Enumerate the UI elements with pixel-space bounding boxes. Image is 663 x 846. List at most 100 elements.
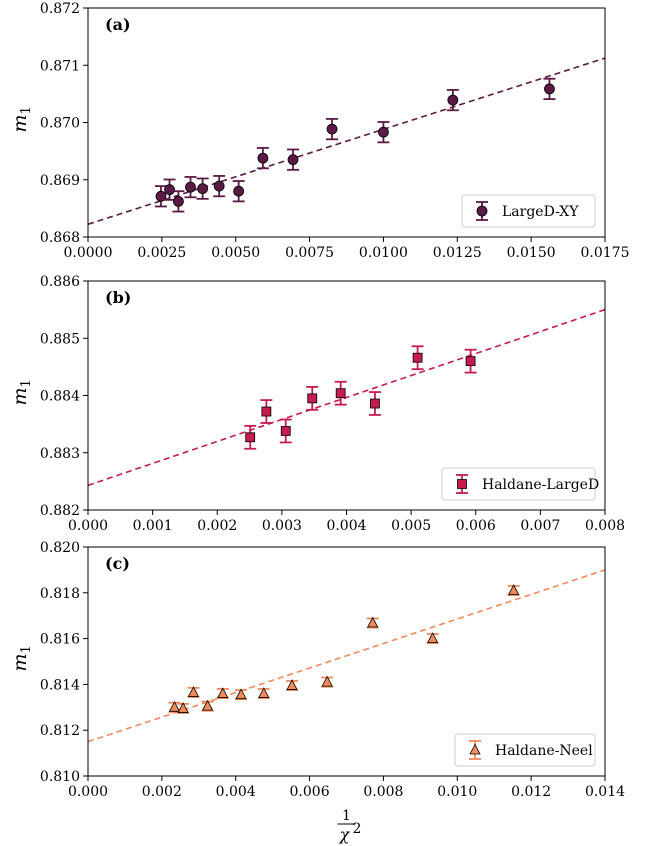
- x-tick-label: 0.000: [68, 518, 108, 534]
- panel-2: 0.000 0.001 0.002 0.003 0.004 0.005 0.006 0.007…: [9, 274, 625, 534]
- marker-square: [412, 352, 423, 363]
- panel-1: 0.0000 0.0025 0.0050 0.0075 0.0100 0.0125 0.01…: [9, 1, 630, 261]
- data-point: [411, 345, 424, 371]
- x-axis-label-numerator: 1: [342, 808, 351, 824]
- data-point: [184, 176, 197, 199]
- data-point: [366, 616, 379, 629]
- x-tick-label: 0.0100: [359, 245, 408, 261]
- fit-line: [88, 57, 605, 226]
- x-tick-label: 0.005: [391, 518, 431, 534]
- x-tick-label: 0.000: [68, 784, 108, 800]
- legend-label: LargeD-XY: [502, 204, 579, 220]
- data-point: [306, 386, 319, 411]
- data-point: [235, 688, 248, 701]
- y-tick-label: 0.818: [40, 586, 80, 602]
- data-point: [464, 348, 477, 374]
- data-point: [216, 687, 229, 700]
- x-tick-label: 0.0175: [581, 245, 630, 261]
- legend-box: [461, 194, 596, 228]
- y-tick-label: 0.810: [40, 769, 80, 785]
- marker-triangle: [258, 687, 270, 698]
- data-point: [377, 121, 390, 144]
- y-axis-label-subscript: 1: [19, 379, 34, 387]
- y-tick-label: 0.884: [40, 389, 80, 405]
- x-axis-label-exponent: 2: [353, 821, 362, 837]
- fit-line: [88, 569, 605, 743]
- legend: Haldane-LargeD: [441, 467, 599, 501]
- x-tick-label: 0.004: [216, 784, 256, 800]
- legend-label: Haldane-Neel: [495, 743, 593, 759]
- x-tick-label: 0.007: [520, 518, 560, 534]
- data-point: [279, 418, 292, 444]
- x-tick-label: 0.004: [326, 518, 366, 534]
- y-tick-label: 0.872: [40, 1, 80, 17]
- data-point: [168, 700, 181, 713]
- x-axis-label: 1χ 2: [337, 808, 362, 844]
- data-point: [321, 675, 334, 688]
- data-point: [201, 699, 214, 712]
- y-axis-label: m1: [9, 379, 34, 405]
- marker-circle: [173, 195, 184, 207]
- marker-circle: [287, 154, 299, 166]
- y-tick-label: 0.868: [40, 230, 80, 246]
- x-tick-label: 0.003: [262, 518, 302, 534]
- fit-line: [88, 308, 605, 487]
- marker-circle: [233, 185, 245, 197]
- y-axis-label: m1: [9, 106, 34, 132]
- x-tick-label: 0.008: [363, 784, 403, 800]
- y-tick-label: 0.883: [40, 446, 80, 462]
- marker-square: [280, 426, 291, 436]
- y-tick-label: 0.816: [40, 632, 80, 648]
- data-point: [244, 424, 257, 450]
- y-tick-label: 0.869: [40, 173, 80, 189]
- axes-frame: [87, 546, 606, 777]
- x-tick-label: 0.012: [511, 784, 551, 800]
- x-tick-label: 0.002: [197, 518, 237, 534]
- marker-triangle: [177, 702, 189, 713]
- y-tick-label: 0.882: [40, 503, 80, 519]
- data-point: [334, 380, 347, 406]
- marker-triangle: [427, 632, 439, 643]
- marker-circle: [213, 180, 225, 192]
- x-tick-label: 0.014: [585, 784, 625, 800]
- panel-label: (a): [105, 15, 131, 34]
- marker-circle: [326, 123, 338, 135]
- x-tick-label: 0.010: [437, 784, 477, 800]
- marker-circle: [257, 152, 269, 164]
- marker-circle: [197, 183, 209, 195]
- x-tick-label: 0.0025: [137, 245, 186, 261]
- marker-triangle: [235, 688, 247, 700]
- marker-triangle: [168, 700, 181, 712]
- legend-box: [441, 467, 596, 501]
- marker-circle: [447, 94, 459, 106]
- marker-square: [261, 406, 272, 417]
- marker-square: [457, 479, 467, 489]
- data-point: [368, 391, 381, 416]
- marker-triangle: [187, 686, 200, 697]
- marker-square: [307, 393, 318, 404]
- marker-square: [335, 388, 346, 399]
- x-axis-label-denominator: χ: [339, 825, 351, 844]
- marker-triangle: [367, 616, 379, 628]
- data-point: [260, 399, 273, 424]
- data-point: [543, 77, 556, 100]
- data-point: [172, 190, 185, 213]
- data-point: [177, 702, 190, 714]
- data-point: [196, 177, 209, 200]
- data-point: [154, 185, 167, 208]
- marker-triangle: [508, 584, 520, 595]
- legend-label: Haldane-LargeD: [482, 477, 599, 493]
- marker-square: [465, 356, 476, 367]
- y-tick-label: 0.820: [40, 540, 80, 556]
- x-tick-label: 0.0050: [211, 245, 260, 261]
- panel-label: (c): [105, 554, 130, 573]
- marker-triangle: [217, 687, 229, 698]
- y-axis-label-subscript: 1: [19, 106, 34, 114]
- y-axis-label: m1: [9, 645, 34, 671]
- y-tick-label: 0.871: [40, 58, 80, 74]
- x-tick-label: 0.008: [585, 518, 625, 534]
- data-point: [232, 180, 245, 203]
- data-point: [257, 687, 270, 700]
- x-tick-label: 0.006: [290, 784, 330, 800]
